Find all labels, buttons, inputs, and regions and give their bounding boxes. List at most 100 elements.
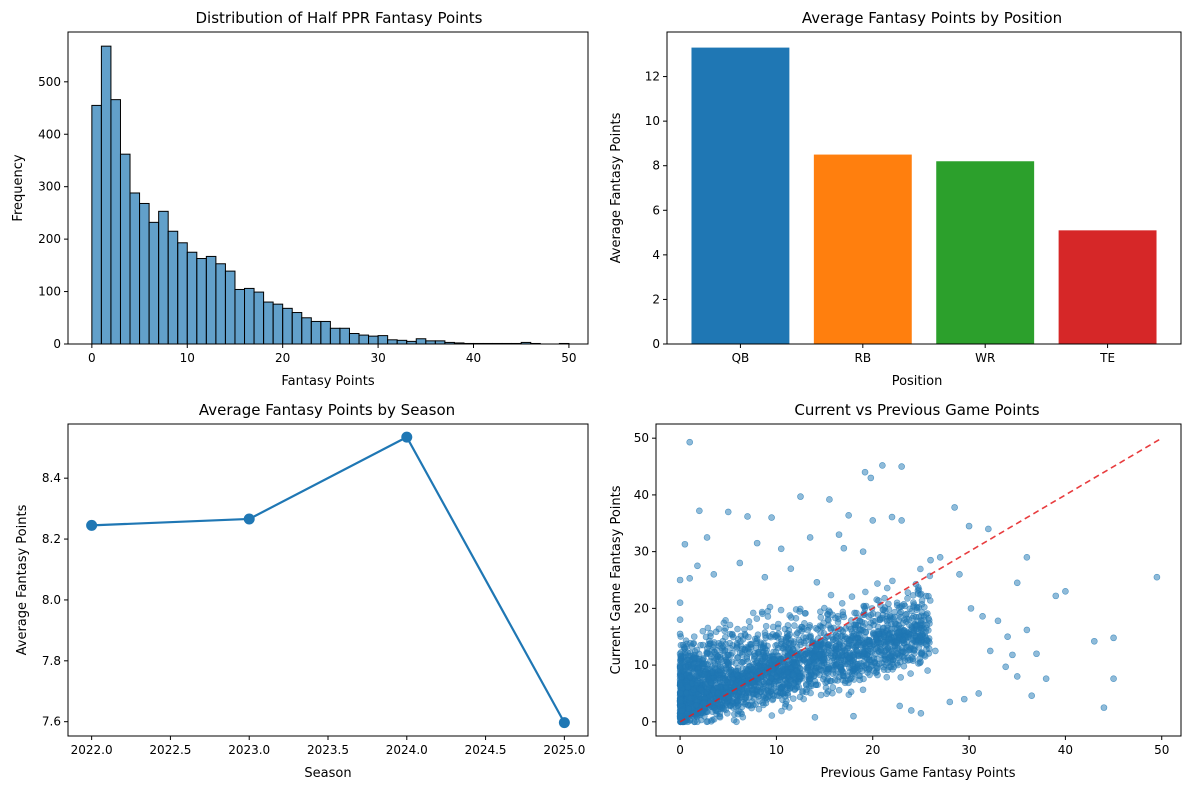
scatter-y-tick-label: 50 bbox=[634, 431, 649, 445]
position-y-ticks: 0 2 4 6 8 10 12 bbox=[645, 70, 667, 351]
scatter-cluster-point bbox=[916, 634, 924, 641]
scatter-cluster-point bbox=[895, 628, 903, 636]
position-bar-te bbox=[1058, 230, 1157, 344]
position-axes-frame bbox=[666, 31, 1182, 345]
scatter-cluster-point bbox=[886, 612, 894, 619]
scatter-point bbox=[700, 670, 708, 678]
scatter-point bbox=[686, 574, 694, 582]
scatter-point bbox=[813, 578, 821, 586]
scatter-cluster-point bbox=[878, 659, 886, 667]
scatter-cluster-point bbox=[787, 677, 795, 685]
histogram-bar bbox=[110, 99, 121, 345]
scatter-point bbox=[826, 496, 833, 503]
scatter-cluster-point bbox=[738, 659, 746, 666]
histogram-bar bbox=[320, 320, 331, 345]
scatter-cluster-point bbox=[897, 674, 905, 681]
scatter-cluster-point bbox=[734, 697, 742, 705]
scatter-point bbox=[1013, 579, 1021, 587]
scatter-x-tick-label: 50 bbox=[1154, 743, 1169, 757]
scatter-x-tick-label: 40 bbox=[1058, 743, 1073, 757]
scatter-point bbox=[927, 556, 934, 564]
position-x-tick-label: WR bbox=[975, 351, 995, 365]
scatter-point bbox=[703, 534, 711, 541]
scatter-cluster-point bbox=[737, 709, 744, 716]
histogram-bar bbox=[377, 335, 389, 345]
position-x-tick-label: TE bbox=[1099, 351, 1115, 365]
histogram-bar bbox=[348, 333, 360, 345]
scatter-cluster-point bbox=[846, 636, 853, 644]
scatter-point bbox=[676, 650, 684, 658]
scatter-point bbox=[994, 617, 1002, 625]
season-x-tick-label: 2023.0 bbox=[228, 743, 270, 757]
histogram-bar bbox=[215, 263, 226, 345]
scatter-cluster-point bbox=[783, 630, 791, 637]
position-x-tick-label: QB bbox=[732, 351, 750, 365]
scatter-cluster-point bbox=[852, 621, 859, 629]
scatter-point bbox=[859, 548, 867, 555]
scatter-cluster-point bbox=[751, 635, 759, 643]
scatter-cluster-point bbox=[875, 597, 882, 604]
scatter-cluster-point bbox=[697, 686, 705, 694]
scatter-cluster-point bbox=[921, 603, 928, 611]
scatter-point bbox=[1023, 626, 1031, 634]
scatter-cluster-point bbox=[683, 689, 690, 697]
scatter-cluster-point bbox=[904, 595, 911, 602]
position-bars bbox=[691, 47, 1157, 344]
scatter-cluster-point bbox=[716, 712, 723, 720]
scatter-point bbox=[936, 554, 944, 561]
scatter-cluster-point bbox=[771, 656, 778, 663]
scatter-cluster-point bbox=[684, 656, 691, 663]
scatter-cluster-point bbox=[850, 651, 858, 658]
scatter-point bbox=[845, 512, 852, 519]
season-line-panel: Average Fantasy Points by Season 2022.0 2… bbox=[15, 401, 589, 781]
scatter-point bbox=[1028, 692, 1035, 700]
scatter-cluster-point bbox=[777, 606, 785, 614]
histogram-axes-frame bbox=[67, 31, 589, 345]
scatter-cluster-point bbox=[716, 654, 724, 661]
scatter-cluster-point bbox=[820, 673, 828, 680]
histogram-bar bbox=[263, 301, 274, 345]
scatter-point bbox=[710, 571, 718, 578]
scatter-point bbox=[861, 468, 869, 476]
histogram-bar bbox=[234, 288, 246, 345]
position-y-tick-label: 6 bbox=[652, 203, 660, 217]
histogram-bar bbox=[91, 104, 102, 345]
scatter-cluster-point bbox=[886, 654, 893, 661]
scatter-cluster-point bbox=[839, 676, 846, 684]
scatter-cluster-point bbox=[680, 643, 688, 651]
scatter-point bbox=[696, 507, 703, 515]
scatter-cluster-point bbox=[734, 654, 742, 661]
scatter-cluster-point bbox=[762, 622, 770, 630]
season-y-tick-label: 8.4 bbox=[42, 471, 61, 485]
scatter-cluster-point bbox=[729, 631, 736, 639]
position-x-label: Position bbox=[892, 374, 943, 389]
histogram-bar bbox=[368, 335, 379, 345]
histogram-title: Distribution of Half PPR Fantasy Points bbox=[195, 9, 482, 27]
histogram-bar bbox=[119, 153, 131, 345]
scatter-cluster-point bbox=[745, 618, 753, 625]
scatter-point bbox=[956, 571, 963, 578]
scatter-cluster-point bbox=[893, 639, 901, 647]
scatter-point bbox=[753, 539, 761, 547]
scatter-cluster-point bbox=[686, 674, 694, 681]
season-x-label: Season bbox=[304, 766, 351, 781]
scatter-cluster-point bbox=[774, 624, 782, 632]
scatter-cluster-point bbox=[820, 644, 828, 652]
scatter-cluster-point bbox=[821, 639, 828, 646]
scatter-cluster-point bbox=[870, 617, 877, 625]
scatter-cluster-point bbox=[791, 622, 798, 629]
histogram-bar bbox=[358, 334, 370, 345]
scatter-cluster-point bbox=[707, 632, 714, 640]
histogram-bar bbox=[329, 327, 341, 345]
scatter-cluster-point bbox=[824, 615, 832, 623]
scatter-cluster-point bbox=[775, 667, 783, 675]
scatter-point bbox=[736, 559, 744, 567]
scatter-cluster-point bbox=[874, 664, 881, 672]
histogram-x-tick-label: 50 bbox=[561, 351, 576, 365]
histogram-bar bbox=[167, 230, 179, 345]
scatter-point bbox=[724, 508, 732, 516]
scatter-cluster-point bbox=[877, 646, 884, 654]
scatter-cluster-point bbox=[899, 636, 907, 643]
scatter-x-tick-label: 10 bbox=[769, 743, 784, 757]
scatter-cluster-point bbox=[914, 628, 922, 635]
